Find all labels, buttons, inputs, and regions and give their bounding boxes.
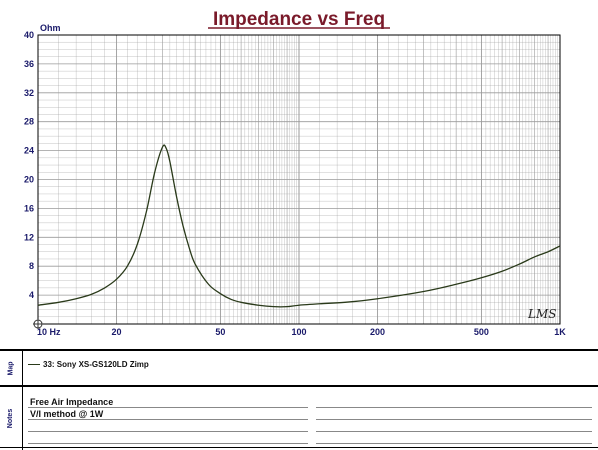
y-tick-label: 28 [24, 117, 34, 127]
y-tick-label: 8 [29, 261, 34, 271]
lms-watermark: LMS [527, 307, 556, 321]
legend-entry-label: 33: Sony XS-GS120LD Zimp [43, 360, 149, 369]
y-tick-label: 20 [24, 175, 34, 185]
y-tick-label: 16 [24, 203, 34, 213]
x-tick-labels: 10 Hz 20 50 100 200 500 1K [37, 327, 566, 337]
map-panel: Map 33: Sony XS-GS120LD Zimp [0, 349, 598, 385]
x-tick-label: 10 Hz [37, 327, 61, 337]
y-tick-labels: 4 8 12 16 20 24 28 32 36 40 [24, 30, 34, 300]
y-tick-label: 32 [24, 88, 34, 98]
notes-panel: Notes Free Air Impedance V/I method @ 1W [0, 385, 598, 450]
notes-label-text: Notes [7, 408, 15, 429]
notes-side-label: Notes [0, 387, 23, 450]
grid-layer [37, 34, 561, 325]
bottom-border [0, 447, 598, 448]
y-axis-unit-label: Ohm [40, 23, 61, 33]
crosshair-cursor-icon[interactable] [33, 319, 43, 329]
chart-title: Impedance vs Freq [213, 9, 385, 30]
y-tick-label: 36 [24, 59, 34, 69]
impedance-curve [37, 144, 561, 308]
note-line-2: V/I method @ 1W [30, 409, 104, 419]
note-rule [316, 431, 592, 432]
legend-line-swatch [28, 364, 40, 365]
legend-entry: 33: Sony XS-GS120LD Zimp [28, 360, 149, 369]
x-tick-label: 1K [554, 327, 566, 337]
map-side-label: Map [0, 351, 23, 385]
y-tick-label: 40 [24, 30, 34, 40]
x-tick-label: 500 [474, 327, 489, 337]
x-tick-label: 100 [291, 327, 306, 337]
y-tick-label: 12 [24, 232, 34, 242]
note-rule [28, 407, 308, 408]
x-tick-label: 200 [370, 327, 385, 337]
x-tick-label: 20 [112, 327, 122, 337]
x-tick-label: 50 [215, 327, 225, 337]
y-tick-label: 24 [24, 146, 34, 156]
note-line-1: Free Air Impedance [30, 397, 114, 407]
note-rule [316, 419, 592, 420]
note-rule [28, 419, 308, 420]
y-tick-label: 4 [29, 290, 34, 300]
note-rule [316, 443, 592, 444]
plot-frame [37, 34, 561, 325]
map-label-text: Map [7, 361, 15, 375]
note-rule [28, 431, 308, 432]
note-rule [316, 407, 592, 408]
impedance-chart: Impedance vs Freq Ohm 4 8 12 16 20 24 28 32 36 40… [24, 9, 566, 337]
note-rule [28, 443, 308, 444]
